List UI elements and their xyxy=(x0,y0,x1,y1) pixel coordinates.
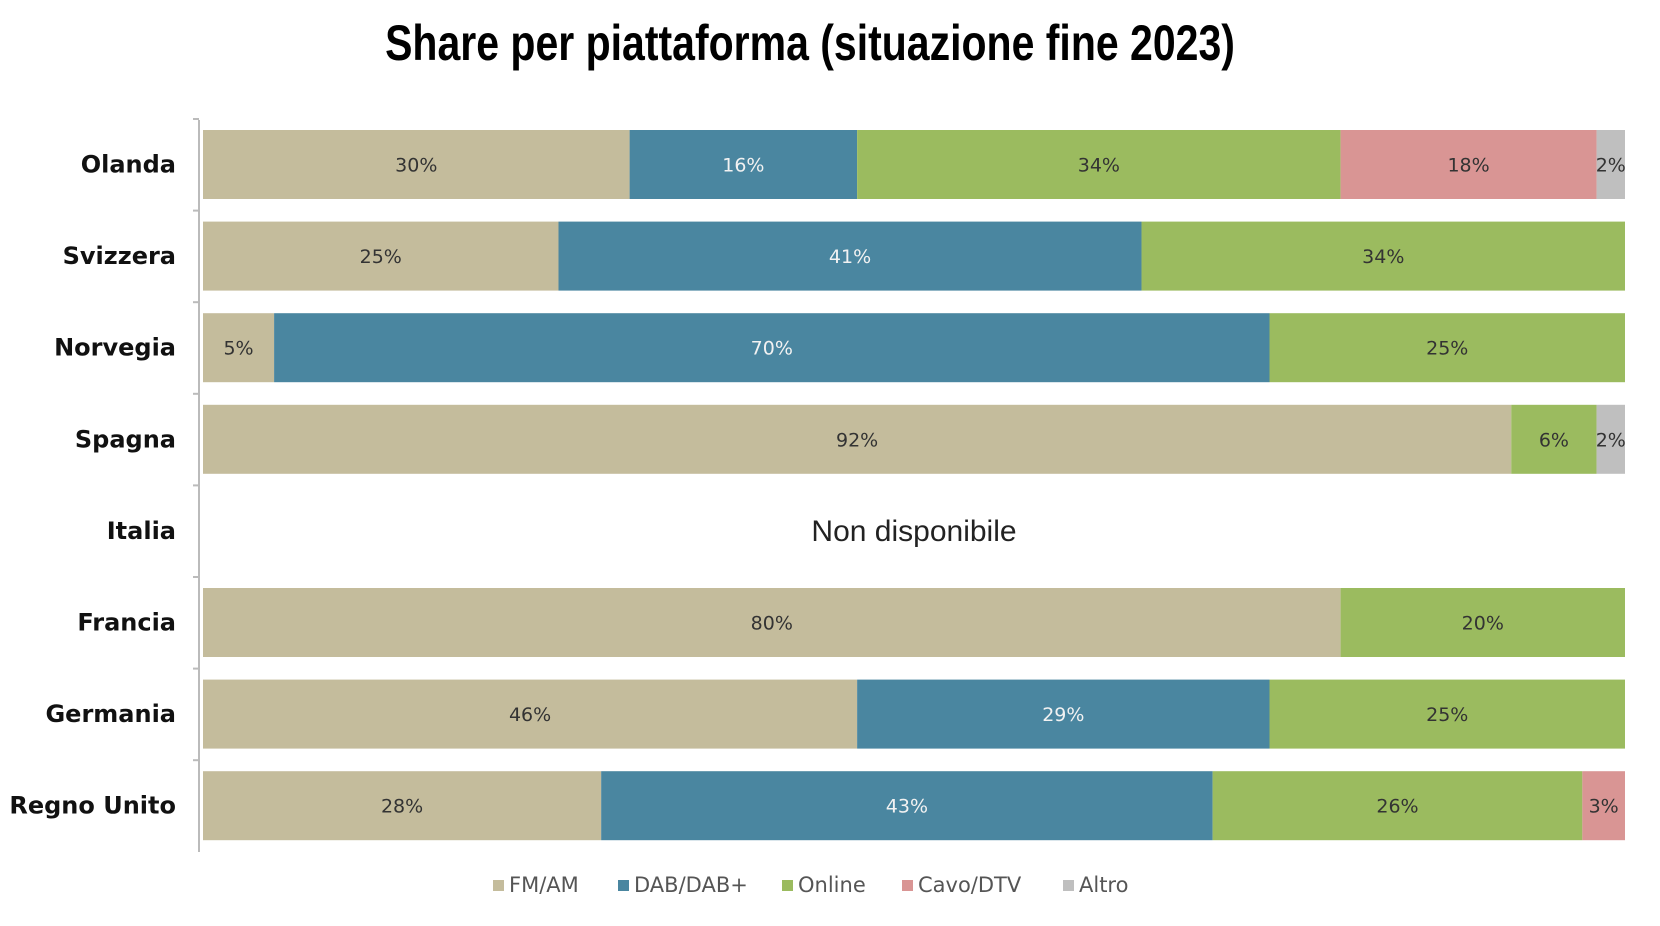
bar-segment-online xyxy=(1340,588,1625,657)
data-label: 34% xyxy=(1362,246,1404,268)
legend-swatch xyxy=(1063,880,1074,891)
bar-segment-altro xyxy=(1596,404,1625,474)
data-label: 2% xyxy=(1596,155,1626,177)
bar-segment-fm-am xyxy=(203,679,858,749)
legend-item: Cavo/DTV xyxy=(902,873,1022,897)
data-label: 20% xyxy=(1462,613,1504,635)
category-label: Italia xyxy=(107,517,176,545)
data-label: 25% xyxy=(1426,338,1468,360)
data-label: 18% xyxy=(1447,155,1489,177)
data-label: 46% xyxy=(509,704,551,726)
data-label: 92% xyxy=(836,429,878,451)
legend-item: Altro xyxy=(1063,873,1128,897)
bar-segment-online xyxy=(1269,313,1625,383)
category-label: Germania xyxy=(45,700,176,728)
legend-label: Online xyxy=(798,873,866,897)
legend-label: Altro xyxy=(1079,873,1128,897)
data-label: 43% xyxy=(886,796,928,818)
chart-title: Share per piattaforma (situazione fine 2… xyxy=(385,15,1235,71)
category-label: Spagna xyxy=(75,425,176,453)
legend-item: FM/AM xyxy=(493,873,579,897)
bar-segment-fm-am xyxy=(203,771,602,841)
legend-item: Online xyxy=(782,873,866,897)
bar-segment-fm-am xyxy=(203,130,630,199)
bar-segment-altro xyxy=(1596,130,1625,199)
bar-segment-dab-dab- xyxy=(857,679,1270,749)
bar-segment-fm-am xyxy=(203,221,559,291)
legend-label: Cavo/DTV xyxy=(918,873,1022,897)
data-label: 16% xyxy=(722,155,764,177)
data-label: 26% xyxy=(1376,796,1418,818)
data-label: 25% xyxy=(360,246,402,268)
not-available-annotation: Non disponibile xyxy=(811,515,1016,548)
bar-segment-cavo-dtv xyxy=(1582,771,1625,841)
data-label: 6% xyxy=(1539,429,1569,451)
category-label: Francia xyxy=(77,609,176,637)
bar-segment-dab-dab- xyxy=(601,771,1213,841)
bar-segment-fm-am xyxy=(203,313,275,383)
legend-label: FM/AM xyxy=(509,873,579,897)
legend-swatch xyxy=(782,880,793,891)
bar-segment-online xyxy=(1212,771,1583,841)
category-label: Svizzera xyxy=(63,242,176,270)
legend-label: DAB/DAB+ xyxy=(634,873,748,897)
data-label: 25% xyxy=(1426,704,1468,726)
data-label: 41% xyxy=(829,246,871,268)
data-label: 29% xyxy=(1042,704,1084,726)
bar-segment-fm-am xyxy=(203,404,1512,474)
bar-segment-online xyxy=(1511,404,1597,474)
category-label: Norvegia xyxy=(54,334,176,362)
legend-item: DAB/DAB+ xyxy=(618,873,748,897)
bar-segment-online xyxy=(857,130,1341,199)
data-label: 70% xyxy=(751,338,793,360)
legend-swatch xyxy=(618,880,629,891)
bar-segment-online xyxy=(1141,221,1625,291)
data-label: 2% xyxy=(1596,429,1626,451)
bar-segment-dab-dab- xyxy=(629,130,858,199)
data-label: 3% xyxy=(1589,796,1619,818)
data-label: 30% xyxy=(395,155,437,177)
bar-segment-dab-dab- xyxy=(274,313,1270,383)
bar-segment-dab-dab- xyxy=(558,221,1142,291)
data-label: 28% xyxy=(381,796,423,818)
bar-segment-online xyxy=(1269,679,1625,749)
bar-segment-fm-am xyxy=(203,588,1341,657)
category-label: Olanda xyxy=(81,151,176,179)
bar-segment-cavo-dtv xyxy=(1340,130,1597,199)
legend-swatch xyxy=(902,880,913,891)
data-label: 5% xyxy=(223,338,253,360)
category-label: Regno Unito xyxy=(9,792,176,820)
legend-swatch xyxy=(493,880,504,891)
data-label: 34% xyxy=(1078,155,1120,177)
data-label: 80% xyxy=(751,613,793,635)
